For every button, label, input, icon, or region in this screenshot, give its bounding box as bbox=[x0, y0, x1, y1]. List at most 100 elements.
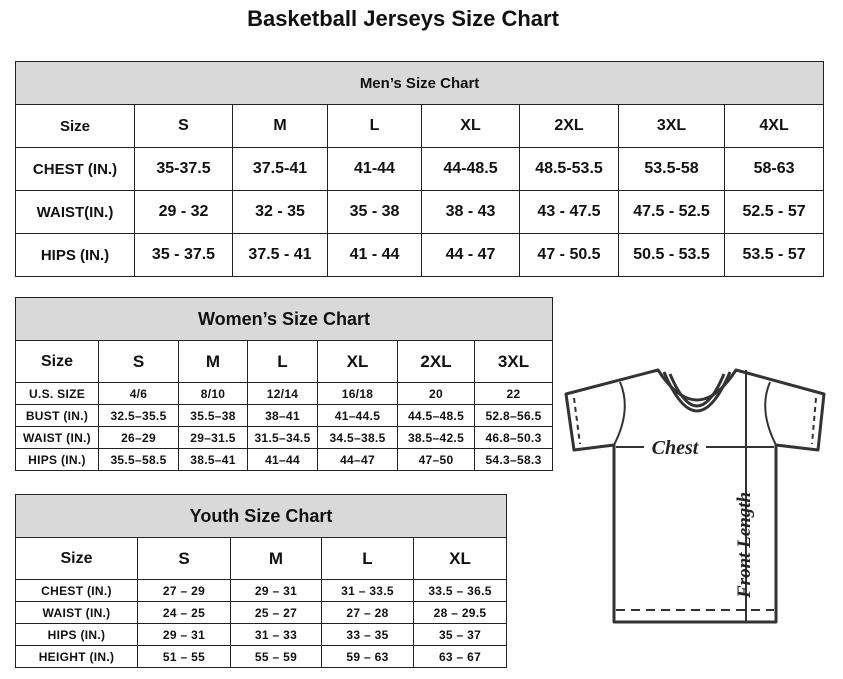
youth-heading: Youth Size Chart bbox=[14, 494, 508, 538]
table-cell: 54.3–58.3 bbox=[473, 448, 554, 471]
table-cell: 12/14 bbox=[247, 382, 318, 405]
table-cell: M bbox=[230, 537, 322, 580]
table-cell: 29 - 32 bbox=[134, 190, 233, 234]
table-row: HEIGHT (IN.) 51 – 55 55 – 59 59 – 63 63 – 67 bbox=[15, 645, 508, 668]
table-cell: S bbox=[98, 340, 179, 383]
table-row: HIPS (IN.) 35 - 37.5 37.5 - 41 41 - 44 44 - … bbox=[15, 233, 825, 277]
table-cell: 35.5–58.5 bbox=[98, 448, 179, 471]
row-label: BUST (IN.) bbox=[15, 404, 99, 427]
table-cell: 8/10 bbox=[178, 382, 248, 405]
table-cell: 47.5 - 52.5 bbox=[618, 190, 725, 234]
table-cell: 25 – 27 bbox=[230, 601, 322, 624]
table-cell: 43 - 47.5 bbox=[519, 190, 619, 234]
front-length-label: Front Length bbox=[734, 492, 755, 599]
row-label: CHEST (IN.) bbox=[15, 147, 135, 191]
table-cell: 32.5–35.5 bbox=[98, 404, 179, 427]
table-cell: 29 – 31 bbox=[230, 579, 322, 602]
table-cell: 50.5 - 53.5 bbox=[618, 233, 725, 277]
womens-heading: Women’s Size Chart bbox=[14, 297, 554, 341]
table-cell: 27 – 28 bbox=[321, 601, 414, 624]
table-row: U.S. SIZE 4/6 8/10 12/14 16/18 20 22 bbox=[15, 382, 554, 405]
jersey-diagram: Chest Front Length bbox=[564, 368, 826, 624]
table-cell: 38–41 bbox=[247, 404, 318, 427]
table-cell: 41-44 bbox=[327, 147, 422, 191]
size-row: Size S M L XL 2XL 3XL bbox=[15, 340, 554, 383]
table-cell: 33 – 35 bbox=[321, 623, 414, 646]
table-cell: XL bbox=[412, 537, 508, 580]
table-row: CHEST (IN.) 35-37.5 37.5-41 41-44 44-48.5 48.… bbox=[15, 147, 825, 191]
table-cell: 44-48.5 bbox=[421, 147, 520, 191]
table-cell: 26–29 bbox=[98, 426, 179, 449]
table-cell: 24 – 25 bbox=[137, 601, 231, 624]
table-cell: 41–44 bbox=[247, 448, 318, 471]
table-cell: XL bbox=[317, 340, 398, 383]
table-row: HIPS (IN.) 29 – 31 31 – 33 33 – 35 35 – 37 bbox=[15, 623, 508, 646]
table-row: BUST (IN.) 32.5–35.5 35.5–38 38–41 41–44.5 44… bbox=[15, 404, 554, 427]
table-cell: 29 – 31 bbox=[137, 623, 231, 646]
table-cell: 44 - 47 bbox=[421, 233, 520, 277]
table-cell: 22 bbox=[473, 382, 554, 405]
row-label: WAIST (IN.) bbox=[15, 426, 99, 449]
table-cell: 41 - 44 bbox=[327, 233, 422, 277]
sleeve-seam bbox=[613, 381, 777, 446]
table-cell: 33.5 – 36.5 bbox=[412, 579, 508, 602]
row-label: U.S. SIZE bbox=[15, 382, 99, 405]
table-cell: 55 – 59 bbox=[230, 645, 322, 668]
size-row: Size S M L XL bbox=[15, 537, 508, 580]
table-cell: 35-37.5 bbox=[134, 147, 233, 191]
table-cell: 41–44.5 bbox=[317, 404, 398, 427]
table-cell: 52.5 - 57 bbox=[723, 190, 825, 234]
table-cell: L bbox=[321, 537, 414, 580]
table-cell: 2XL bbox=[519, 104, 619, 148]
table-cell: 59 – 63 bbox=[321, 645, 414, 668]
table-cell: 63 – 67 bbox=[412, 645, 508, 668]
row-label: Size bbox=[15, 340, 99, 383]
table-cell: 35 – 37 bbox=[412, 623, 508, 646]
table-cell: 44.5–48.5 bbox=[397, 404, 475, 427]
row-label: HIPS (IN.) bbox=[15, 448, 99, 471]
table-cell: 53.5 - 57 bbox=[723, 233, 825, 277]
row-label: WAIST(IN.) bbox=[15, 190, 135, 234]
table-cell: 3XL bbox=[473, 340, 554, 383]
table-cell: 48.5-53.5 bbox=[519, 147, 619, 191]
table-cell: 4/6 bbox=[98, 382, 179, 405]
table-cell: 34.5–38.5 bbox=[317, 426, 398, 449]
row-label: HEIGHT (IN.) bbox=[15, 645, 138, 668]
table-cell: 47 - 50.5 bbox=[519, 233, 619, 277]
table-row: HIPS (IN.) 35.5–58.5 38.5–41 41–44 44–47 47–5… bbox=[15, 448, 554, 471]
table-row: CHEST (IN.) 27 – 29 29 – 31 31 – 33.5 33.5 –… bbox=[15, 579, 508, 602]
collar bbox=[662, 371, 732, 413]
row-label: HIPS (IN.) bbox=[15, 233, 135, 277]
chest-label: Chest bbox=[652, 437, 700, 459]
mens-size-table: Men’s Size Chart Size S M L XL 2XL 3XL 4XL CHES… bbox=[14, 61, 825, 277]
size-row: Size S M L XL 2XL 3XL 4XL bbox=[15, 104, 825, 148]
table-cell: 29–31.5 bbox=[178, 426, 248, 449]
table-cell: 51 – 55 bbox=[137, 645, 231, 668]
shirt-outline bbox=[564, 368, 826, 624]
table-cell: 16/18 bbox=[317, 382, 398, 405]
table-cell: 47–50 bbox=[397, 448, 475, 471]
table-row: WAIST (IN.) 24 – 25 25 – 27 27 – 28 28 – 29.… bbox=[15, 601, 508, 624]
table-cell: 46.8–50.3 bbox=[473, 426, 554, 449]
table-cell: XL bbox=[421, 104, 520, 148]
table-cell: 35 - 38 bbox=[327, 190, 422, 234]
table-cell: 20 bbox=[397, 382, 475, 405]
table-cell: S bbox=[137, 537, 231, 580]
table-cell: 37.5 - 41 bbox=[232, 233, 328, 277]
table-cell: 53.5-58 bbox=[618, 147, 725, 191]
table-cell: 35 - 37.5 bbox=[134, 233, 233, 277]
table-cell: 3XL bbox=[618, 104, 725, 148]
table-cell: 44–47 bbox=[317, 448, 398, 471]
row-label: CHEST (IN.) bbox=[15, 579, 138, 602]
table-cell: 27 – 29 bbox=[137, 579, 231, 602]
table-cell: M bbox=[178, 340, 248, 383]
table-cell: 31 – 33 bbox=[230, 623, 322, 646]
row-label: Size bbox=[15, 104, 135, 148]
table-cell: 2XL bbox=[397, 340, 475, 383]
table-cell: 38.5–42.5 bbox=[397, 426, 475, 449]
table-cell: 52.8–56.5 bbox=[473, 404, 554, 427]
table-cell: 32 - 35 bbox=[232, 190, 328, 234]
table-row: WAIST (IN.) 26–29 29–31.5 31.5–34.5 34.5–38.… bbox=[15, 426, 554, 449]
table-cell: 4XL bbox=[723, 104, 825, 148]
table-cell: 38 - 43 bbox=[421, 190, 520, 234]
